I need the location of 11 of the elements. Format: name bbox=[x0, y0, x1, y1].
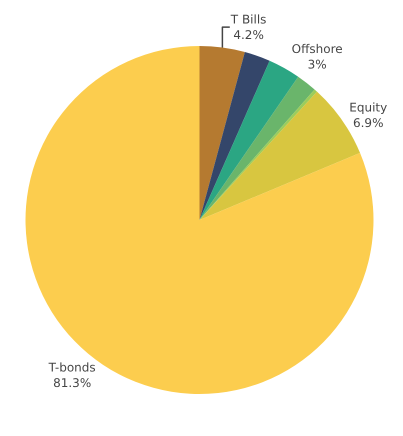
pie-slice bbox=[200, 46, 245, 220]
data-label: 3% bbox=[308, 58, 327, 72]
data-label: 81.3% bbox=[53, 376, 92, 390]
data-label: 4.2% bbox=[233, 28, 264, 42]
slice-label: Equity bbox=[349, 100, 388, 114]
slice-label: T-bonds bbox=[48, 360, 96, 374]
pie-slice bbox=[200, 60, 298, 220]
data-label: 6.9% bbox=[352, 116, 384, 130]
slice-label: Offshore bbox=[292, 42, 343, 56]
slice-label: T Bills bbox=[230, 12, 266, 26]
pie-slice bbox=[200, 52, 270, 220]
